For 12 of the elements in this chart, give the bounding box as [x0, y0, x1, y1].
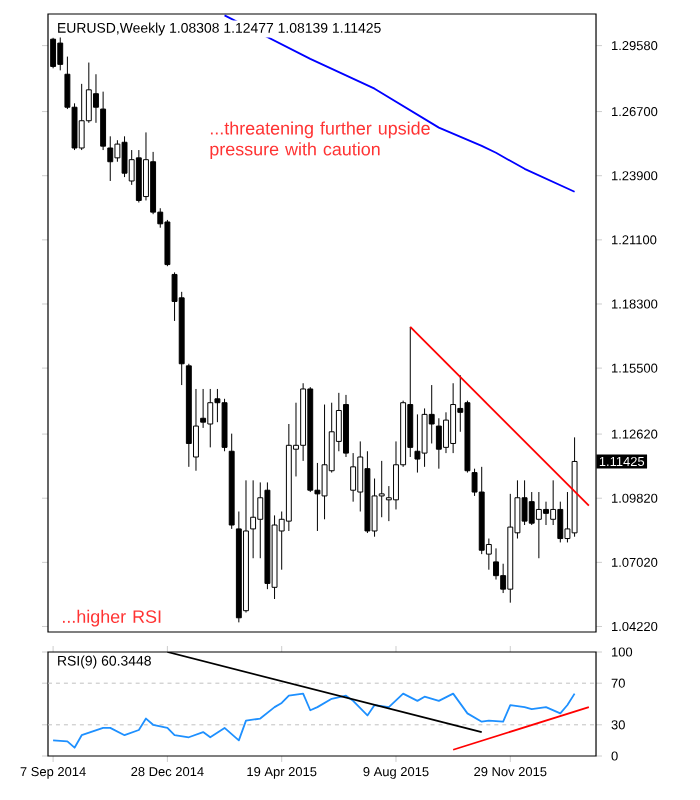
- candlestick: [450, 382, 457, 454]
- candlestick: [543, 501, 549, 526]
- candlestick: [57, 34, 64, 71]
- candlestick: [407, 326, 414, 458]
- line-series: [52, 692, 576, 749]
- candlestick: [121, 135, 128, 178]
- candlestick: [435, 417, 442, 470]
- annotation: ...higher RSI: [62, 609, 161, 627]
- candlestick: [207, 388, 214, 448]
- annotation: ...threatening further upside pressure with caution: [210, 121, 430, 160]
- candlestick: [521, 479, 528, 526]
- candlestick: [535, 491, 542, 559]
